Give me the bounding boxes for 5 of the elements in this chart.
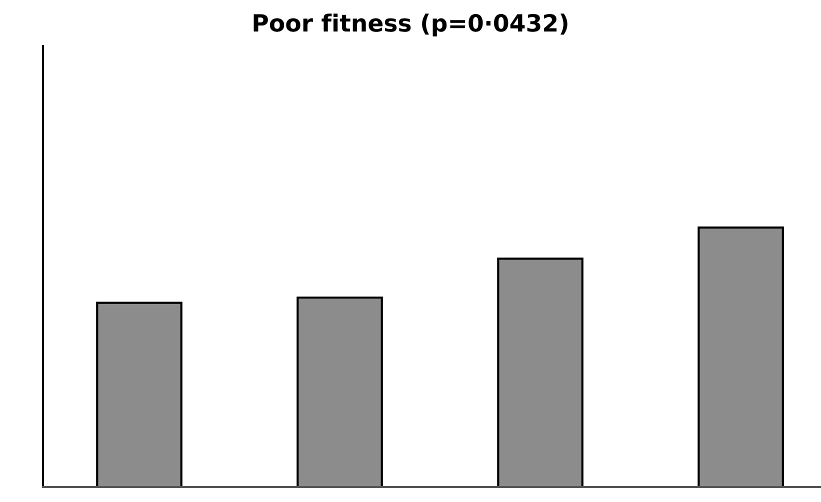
bar (96, 302, 182, 487)
bar (497, 258, 584, 487)
chart-title: Poor fitness (p=0·0432) (254, 14, 568, 36)
bar (698, 226, 784, 487)
bar (296, 296, 383, 487)
